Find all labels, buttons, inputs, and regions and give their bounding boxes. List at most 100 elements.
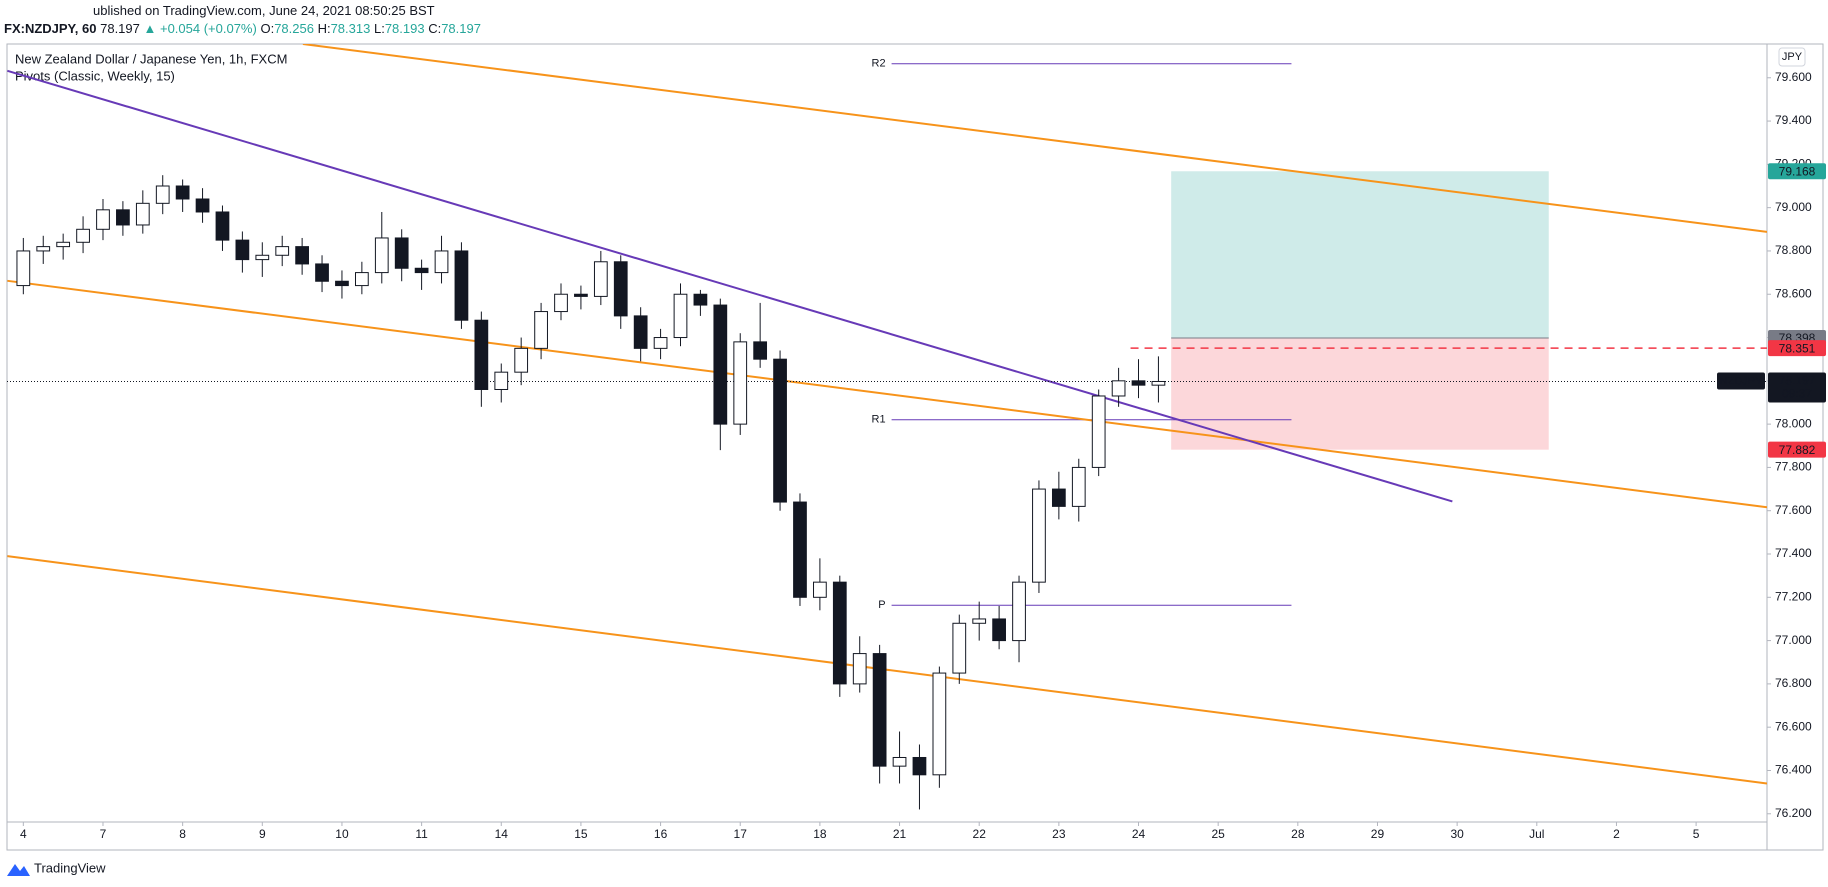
- candle-body: [932, 672, 947, 776]
- last-price-label: 78.197: [1779, 374, 1816, 388]
- candle-body: [135, 202, 150, 226]
- candle-body: [36, 246, 51, 252]
- ohlc-h: 78.313: [330, 21, 371, 36]
- ohlc-l-label: L:: [373, 21, 385, 36]
- x-tick-label: 2: [1613, 827, 1620, 841]
- candle-body: [275, 246, 290, 256]
- y-tick-label: 76.800: [1775, 676, 1812, 690]
- y-tick-label: 79.600: [1775, 70, 1812, 84]
- stop-tag-label: 77.882: [1779, 443, 1816, 457]
- candle-body: [1111, 380, 1126, 397]
- candle-body: [215, 211, 230, 241]
- x-tick-label: 21: [893, 827, 907, 841]
- x-tick-label: 14: [495, 827, 509, 841]
- candle-body: [1091, 395, 1106, 468]
- candle-body: [116, 209, 130, 226]
- y-tick-label: 77.200: [1775, 589, 1812, 603]
- chart-frame: [6, 43, 1824, 851]
- published-note: ublished on TradingView.com, June 24, 20…: [93, 3, 435, 18]
- y-tick-label: 76.600: [1775, 719, 1812, 733]
- y-tick-label: 77.400: [1775, 546, 1812, 560]
- header: ublished on TradingView.com, June 24, 20…: [0, 0, 1828, 44]
- y-tick-label: 78.000: [1775, 416, 1812, 430]
- candle-body: [633, 315, 648, 349]
- chart-title: New Zealand Dollar / Japanese Yen, 1h, F…: [15, 51, 287, 66]
- currency-label[interactable]: JPY: [1782, 51, 1803, 63]
- target-tag-label: 79.168: [1779, 164, 1816, 178]
- candle-body: [315, 263, 329, 282]
- x-tick-label: 11: [415, 827, 428, 841]
- pivot-label: P: [878, 599, 885, 611]
- candle-body: [872, 653, 887, 767]
- ohlc-h-label: H:: [317, 21, 331, 36]
- candle-body: [295, 246, 309, 265]
- symbol: FX:NZDJPY, 60: [4, 21, 97, 36]
- candle-body: [972, 618, 987, 624]
- symbol-tag: [1717, 372, 1765, 390]
- y-tick-label: 77.000: [1775, 633, 1812, 647]
- candle-body: [16, 250, 31, 287]
- candle-body: [175, 185, 190, 200]
- candle-body: [813, 581, 827, 598]
- candle-body: [434, 250, 449, 274]
- trend-line: [302, 44, 1767, 233]
- ohlc-o: 78.256: [274, 21, 314, 36]
- candle-body: [832, 581, 847, 685]
- plot: R2 R1 P: [7, 44, 1767, 810]
- candle-body: [354, 272, 369, 287]
- candle-body: [593, 261, 608, 297]
- candle-body: [235, 239, 250, 261]
- pivot-label: R1: [872, 414, 886, 426]
- x-tick-label: 30: [1450, 827, 1464, 841]
- candle-body: [733, 341, 748, 425]
- stop-tag: [1768, 441, 1826, 458]
- x-tick-label: 23: [1052, 827, 1066, 841]
- x-tick-label: 16: [654, 827, 668, 841]
- currency-button[interactable]: [1778, 47, 1806, 67]
- candle-body: [514, 347, 529, 373]
- candle-body: [195, 198, 210, 213]
- pivot-label: R2: [872, 58, 886, 70]
- candle-body: [673, 293, 688, 339]
- x-tick-label: 5: [1693, 827, 1700, 841]
- countdown: 09:37: [1782, 387, 1812, 401]
- last-price: 78.197: [100, 21, 140, 36]
- candle-body: [56, 241, 71, 248]
- symbol-line: FX:NZDJPY, 60 78.197 ▲ +0.054 (+0.07%) O…: [4, 21, 481, 36]
- x-tick-label: 10: [335, 827, 349, 841]
- x-tick-label: 29: [1371, 827, 1385, 841]
- candle-body: [155, 185, 170, 204]
- indicator-label: Pivots (Classic, Weekly, 15): [15, 68, 175, 83]
- last-price-tag: [1768, 372, 1826, 403]
- alert-tag-label: 78.351: [1779, 341, 1816, 355]
- y-tick-label: 76.400: [1775, 763, 1812, 777]
- candle-body: [753, 341, 768, 360]
- candle-body: [76, 228, 90, 243]
- candle-body: [773, 358, 787, 503]
- y-tick-label: 78.800: [1775, 243, 1812, 257]
- x-tick-label: 24: [1132, 827, 1146, 841]
- alert-tag: [1768, 340, 1826, 357]
- y-tick-label: 79.000: [1775, 200, 1812, 214]
- candle-body: [414, 267, 429, 274]
- candle-body: [1032, 488, 1046, 583]
- candle-body: [96, 209, 110, 230]
- candle-body: [793, 501, 807, 598]
- candle-body: [992, 618, 1006, 642]
- brand-logo: [7, 864, 30, 876]
- candle-body: [892, 756, 907, 767]
- candle-body: [554, 293, 568, 313]
- candle-body: [1012, 581, 1026, 642]
- y-tick-label: 77.800: [1775, 460, 1812, 474]
- x-tick-label: 17: [734, 827, 748, 841]
- candle-body: [394, 237, 409, 269]
- candle-body: [255, 254, 270, 261]
- profit-zone: [1171, 171, 1549, 338]
- x-tick-label: 8: [179, 827, 186, 841]
- ohlc-c-label: C:: [428, 21, 442, 36]
- candle-body: [1151, 380, 1166, 386]
- y-tick-label: 76.200: [1775, 806, 1812, 820]
